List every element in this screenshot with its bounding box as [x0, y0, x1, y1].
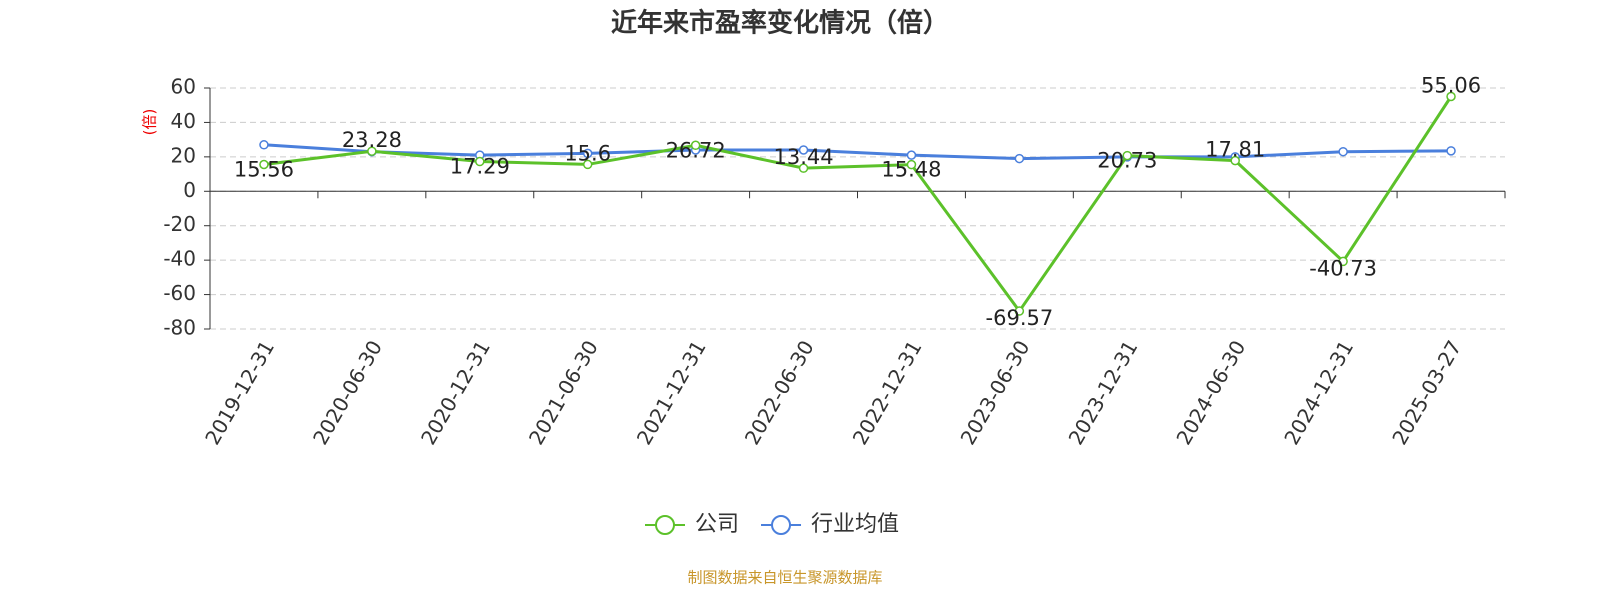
x-tick-label: 2024-12-31 [1279, 336, 1358, 449]
data-point [1338, 146, 1348, 157]
y-tick-label: 20 [171, 143, 196, 167]
x-tick-label: 2025-03-27 [1387, 336, 1466, 449]
data-point [1230, 155, 1240, 166]
series-line [263, 95, 1453, 314]
data-point [582, 148, 593, 159]
data-point [1338, 256, 1348, 267]
data-point [1014, 306, 1025, 316]
data-label: -40.73 [1309, 256, 1377, 280]
data-label: -69.57 [986, 306, 1054, 330]
data-label: 13.44 [773, 145, 833, 169]
x-tick-label: 2021-12-31 [632, 336, 711, 449]
data-point [906, 159, 917, 170]
x-tick-label: 2023-06-30 [956, 336, 1035, 449]
data-point [259, 140, 269, 150]
data-point [690, 140, 701, 151]
legend-label: 公司 [695, 512, 739, 537]
y-tick-label: -80 [163, 316, 196, 340]
data-label: 23.28 [342, 128, 402, 152]
legend-label: 行业均值 [811, 512, 899, 537]
data-label: 15.6 [564, 141, 611, 165]
legend-marker [771, 515, 792, 535]
data-point [259, 159, 269, 170]
data-point [1446, 146, 1456, 156]
x-tick-label: 2023-12-31 [1063, 336, 1142, 449]
data-label: 15.48 [881, 158, 941, 182]
x-tick-label: 2022-06-30 [740, 336, 819, 449]
data-label: 55.06 [1421, 74, 1481, 98]
y-tick-label: 40 [171, 109, 196, 133]
y-tick-label: 0 [183, 178, 196, 202]
y-tick-label: 60 [171, 75, 196, 99]
data-point [798, 163, 809, 173]
data-point [1446, 91, 1456, 102]
data-point [906, 150, 917, 160]
x-tick-label: 2021-06-30 [524, 336, 603, 449]
chart-title: 近年来市盈率变化情况（倍） [611, 8, 949, 39]
x-tick-label: 2020-06-30 [308, 336, 387, 449]
data-label: 20.73 [1097, 149, 1157, 173]
data-point [798, 145, 809, 155]
y-tick-label: -20 [163, 212, 196, 236]
x-tick-label: 2019-12-31 [200, 336, 279, 449]
x-tick-label: 2020-12-31 [416, 336, 495, 449]
data-point [367, 146, 377, 156]
data-label: 26.72 [666, 138, 726, 162]
data-label: 15.56 [234, 158, 294, 182]
x-tick-label: 2024-06-30 [1171, 336, 1250, 449]
data-label: 17.81 [1205, 138, 1265, 162]
data-label: 17.29 [450, 155, 510, 179]
x-tick-label: 2022-12-31 [848, 336, 927, 449]
data-point [1014, 153, 1025, 164]
legend-marker [655, 515, 675, 535]
series-line [263, 143, 1452, 161]
y-tick-label: -40 [163, 247, 196, 271]
source-note: 制图数据来自恒生聚源数据库 [687, 569, 882, 587]
data-point [475, 156, 485, 167]
y-axis-label: (倍) [141, 109, 159, 136]
data-point [1122, 150, 1133, 161]
y-tick-label: -60 [163, 281, 196, 305]
data-point [582, 159, 593, 170]
